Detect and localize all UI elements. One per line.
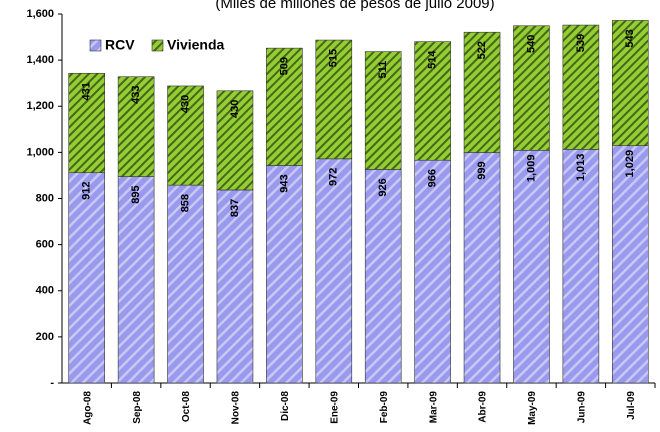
chart-subtitle: (Miles de millones de pesos de julio 200… [215, 0, 494, 12]
bar-segment [611, 145, 649, 384]
bar-segment [315, 39, 353, 160]
x-tick-label: Feb-09 [379, 391, 390, 424]
y-tick-label: 1,400 [26, 54, 54, 66]
x-tick-label: Jul-09 [626, 391, 637, 420]
bar-segment [513, 25, 550, 151]
data-label: 515 [328, 49, 340, 67]
bar-segment [315, 158, 353, 384]
data-label: 509 [278, 57, 290, 75]
data-label: 431 [81, 82, 93, 100]
x-tick-label: Jun-09 [577, 391, 588, 424]
bar-segment [68, 172, 106, 384]
x-tick-label: Sep-08 [132, 391, 143, 424]
bar-segment [68, 72, 106, 173]
x-tick-label: Abr-09 [478, 391, 489, 423]
bar-segment [167, 85, 204, 186]
data-label: 540 [525, 35, 537, 53]
y-tick-label: 200 [36, 331, 54, 343]
bar-segment [463, 31, 501, 153]
y-tick-label: 800 [36, 192, 54, 204]
data-label: 511 [377, 61, 389, 79]
x-tick-label: Mar-09 [428, 391, 439, 424]
data-label: 539 [575, 34, 587, 52]
x-tick-label: Nov-08 [231, 391, 242, 425]
bar-segment [364, 169, 402, 384]
bar-segment [117, 176, 155, 384]
y-tick-label: 1,000 [26, 146, 54, 158]
x-tick-label: Ene-09 [329, 391, 340, 424]
data-label: 895 [130, 185, 142, 203]
y-tick-label: 1,600 [26, 8, 54, 20]
x-tick-label: Oct-08 [181, 391, 192, 423]
y-tick-label: 1,200 [26, 100, 54, 112]
y-tick-label: - [50, 377, 54, 389]
legend-label: RCV [105, 37, 135, 53]
data-label: 1,029 [624, 150, 636, 178]
data-label: 522 [476, 41, 488, 59]
bar-segment [364, 51, 402, 170]
legend-swatch [89, 39, 102, 52]
data-label: 430 [179, 95, 191, 113]
data-label: 433 [130, 86, 142, 104]
bar-segment [414, 41, 451, 161]
data-label: 999 [476, 161, 488, 179]
x-tick-label: Ago-08 [82, 391, 93, 425]
legend-swatch [151, 39, 164, 52]
bar-segment [117, 76, 155, 177]
data-label: 837 [229, 199, 241, 217]
data-label: 430 [229, 100, 241, 118]
data-label: 543 [624, 29, 636, 47]
data-label: 926 [377, 178, 389, 196]
y-tick-label: 400 [36, 285, 54, 297]
bar-segment [266, 47, 303, 166]
data-label: 858 [179, 194, 191, 212]
bar-segment [562, 149, 600, 384]
bar-segment [414, 159, 451, 384]
bar-segment [167, 184, 204, 384]
bar-segment [266, 165, 303, 384]
x-tick-label: May-09 [527, 391, 538, 425]
data-label: 514 [427, 50, 439, 69]
bar-segment [562, 24, 600, 150]
bar-segment [513, 149, 550, 384]
data-label: 1,009 [525, 155, 537, 183]
data-label: 943 [278, 174, 290, 192]
bar-segment [611, 20, 649, 146]
legend-label: Vivienda [167, 37, 225, 53]
data-label: 966 [427, 169, 439, 187]
data-label: 972 [328, 168, 340, 186]
data-label: 1,013 [575, 154, 587, 182]
y-tick-label: 600 [36, 239, 54, 251]
bar-segment [463, 152, 501, 384]
data-label: 912 [81, 181, 93, 199]
bar-segment [216, 189, 254, 384]
bar-segment [216, 90, 254, 191]
x-tick-label: Dic-08 [280, 391, 291, 421]
